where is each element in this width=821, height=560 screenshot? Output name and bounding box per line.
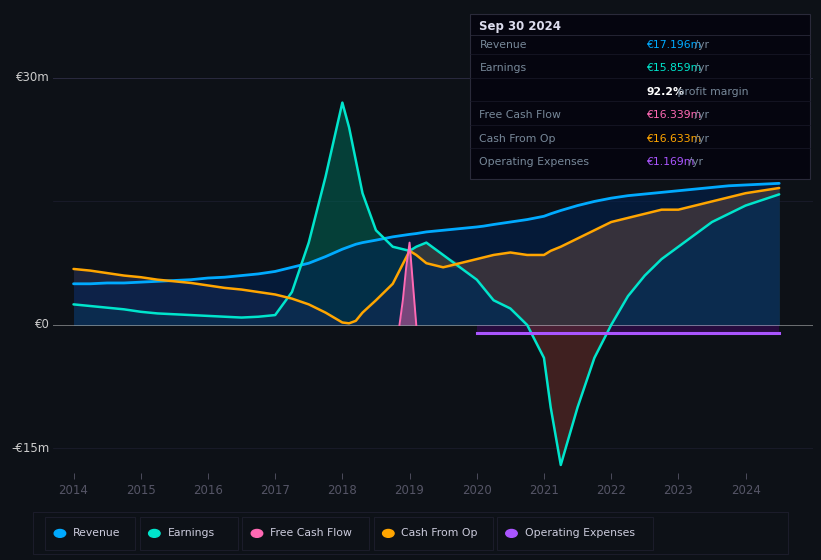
Text: €16.339m: €16.339m — [646, 110, 701, 120]
Text: /yr: /yr — [690, 134, 709, 144]
Text: Revenue: Revenue — [479, 40, 527, 50]
Text: /yr: /yr — [686, 157, 704, 167]
Text: €1.169m: €1.169m — [646, 157, 695, 167]
Text: Cash From Op: Cash From Op — [479, 134, 556, 144]
Text: Free Cash Flow: Free Cash Flow — [479, 110, 562, 120]
Text: /yr: /yr — [690, 40, 709, 50]
Text: Operating Expenses: Operating Expenses — [525, 529, 635, 538]
Text: profit margin: profit margin — [674, 87, 749, 97]
Text: Earnings: Earnings — [479, 63, 526, 73]
Text: -€15m: -€15m — [11, 442, 50, 455]
Text: €15.859m: €15.859m — [646, 63, 701, 73]
Text: /yr: /yr — [690, 110, 709, 120]
Text: Cash From Op: Cash From Op — [401, 529, 478, 538]
Text: Operating Expenses: Operating Expenses — [479, 157, 589, 167]
Text: Earnings: Earnings — [167, 529, 214, 538]
Text: Revenue: Revenue — [73, 529, 121, 538]
Text: Free Cash Flow: Free Cash Flow — [270, 529, 352, 538]
Text: /yr: /yr — [690, 63, 709, 73]
Text: Sep 30 2024: Sep 30 2024 — [479, 20, 562, 33]
Text: €16.633m: €16.633m — [646, 134, 701, 144]
Text: 92.2%: 92.2% — [646, 87, 684, 97]
Text: €17.196m: €17.196m — [646, 40, 701, 50]
Text: €30m: €30m — [16, 72, 50, 85]
Text: €0: €0 — [35, 319, 50, 332]
